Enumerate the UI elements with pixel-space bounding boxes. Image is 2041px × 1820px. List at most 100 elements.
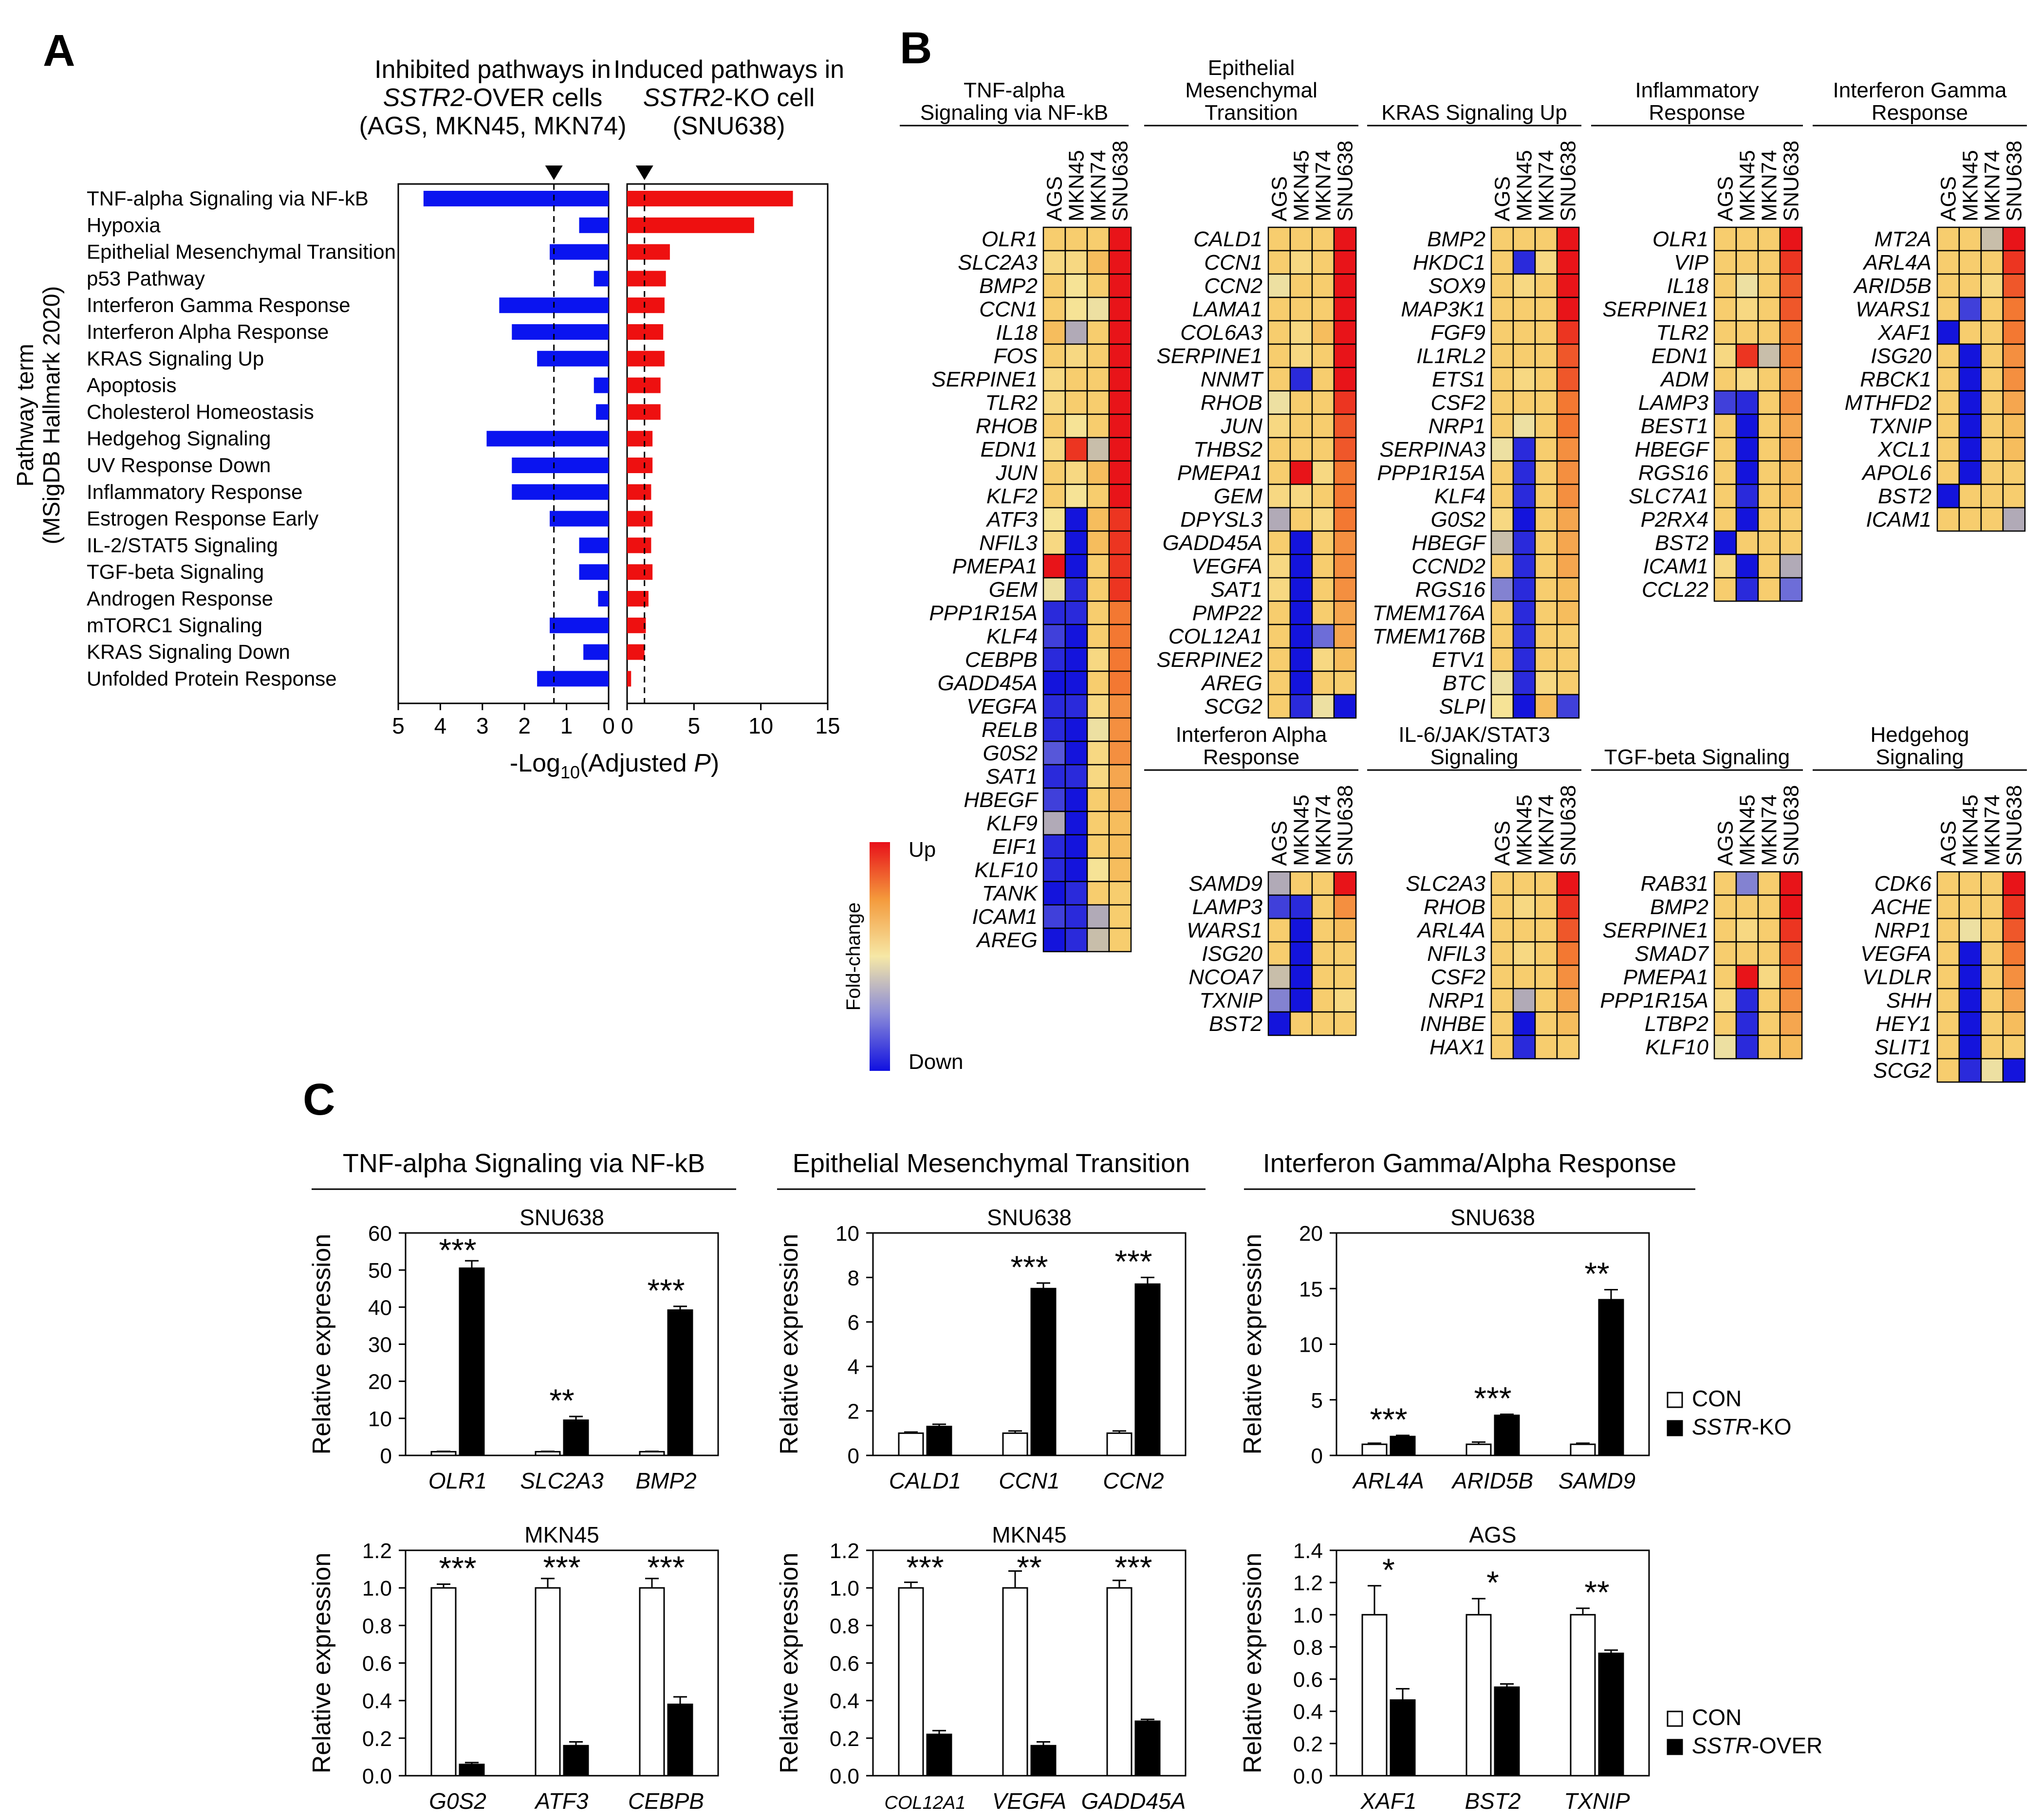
heatmap-gene-label: MTHFD2: [1845, 391, 1931, 415]
heatmap-cell: [1936, 367, 1960, 392]
heatmap-cell: [1556, 507, 1580, 532]
heatmap-cell: [1779, 343, 1803, 368]
heatmap-cell: [1289, 871, 1313, 896]
heatmap-cell: [1490, 437, 1514, 462]
heatmap-cell: [1086, 927, 1110, 953]
heatmap-cell: [1936, 918, 1960, 943]
heatmap-cell: [1289, 320, 1313, 345]
heatmap-cell: [1490, 530, 1514, 555]
y-tick-label: 5: [1311, 1389, 1323, 1413]
heatmap-cell: [1958, 1034, 1982, 1060]
y-tick-label: 2: [848, 1400, 859, 1424]
heatmap-cell: [1512, 460, 1536, 485]
heatmap-gene-label: RELB: [982, 718, 1038, 742]
heatmap-cell: [1713, 367, 1737, 392]
bar-induced: [627, 297, 665, 313]
heatmap-cell: [1333, 390, 1357, 415]
heatmap-cell: [1042, 857, 1066, 882]
heatmap-cell: [1042, 927, 1066, 953]
heatmap-gene-label: LAMP3: [1638, 391, 1709, 415]
heatmap-cell: [1980, 437, 2004, 462]
heatmap-cell: [1936, 871, 1960, 896]
heatmap-cell: [1108, 834, 1132, 859]
legend-label-treat: SSTR-OVER: [1692, 1733, 1822, 1758]
heatmap-cell: [1757, 530, 1781, 555]
heatmap-cell: [1086, 857, 1110, 882]
y-tick-label: 10: [368, 1407, 392, 1431]
header-left-line1: Inhibited pathways in: [374, 55, 611, 84]
heatmap-cell: [1713, 1011, 1737, 1036]
pathway-label: Hedgehog Signaling: [87, 427, 271, 450]
heatmap-cell: [1311, 530, 1335, 555]
heatmap-cell: [1779, 226, 1803, 252]
y-tick-label: 0.0: [830, 1765, 859, 1788]
heatmap-column-label: MKN74: [1758, 794, 1781, 866]
heatmap-cell: [1267, 530, 1291, 555]
x-tick-label: CALD1: [889, 1468, 961, 1493]
heatmap-cell: [1042, 460, 1066, 485]
heatmap-cell: [1735, 343, 1759, 368]
heatmap-cell: [1108, 250, 1132, 275]
bar-con: [430, 1451, 457, 1456]
heatmap-cell: [1267, 941, 1291, 966]
significance-label: ***: [1114, 1549, 1152, 1585]
bar-con: [898, 1587, 924, 1777]
heatmap-cell: [1556, 918, 1580, 943]
heatmap-cell: [1534, 367, 1558, 392]
heatmap-cell: [1042, 810, 1066, 836]
bar-treat: [926, 1733, 952, 1777]
heatmap-cell: [1936, 988, 1960, 1013]
bar-treat: [667, 1309, 693, 1456]
heatmap-cell: [1936, 343, 1960, 368]
heatmap-gene-label: BMP2: [979, 274, 1038, 298]
y-tick-label: 40: [368, 1296, 392, 1320]
heatmap-cell: [2002, 918, 2026, 943]
qpcr-plot: SNU638 Relative expression 0 5 10 15 20 *** ARL4…: [1239, 1205, 1650, 1493]
heatmap-cell: [1064, 647, 1088, 672]
heatmap-cell: [1267, 964, 1291, 990]
heatmap-cell: [1333, 273, 1357, 298]
bar-inhibited: [579, 564, 609, 580]
heatmap-cell: [1086, 320, 1110, 345]
heatmap-cell: [1779, 320, 1803, 345]
heatmap-cell: [1064, 810, 1088, 836]
heatmap-cell: [1980, 343, 2004, 368]
heatmap-title: Signaling via NF-kB: [920, 101, 1108, 125]
heatmap-cell: [1980, 941, 2004, 966]
heatmap-gene-label: EDN1: [981, 438, 1038, 461]
heatmap-gene-label: RGS16: [1638, 461, 1709, 485]
heatmap-gene-label: RBCK1: [1860, 368, 1931, 391]
heatmap-cell: [1936, 941, 1960, 966]
legend-swatch-con: [1667, 1392, 1683, 1408]
heatmap-cell: [1289, 413, 1313, 439]
y-tick-label: 0.2: [830, 1727, 859, 1751]
heatmap-cell: [1064, 530, 1088, 555]
bar-con: [1570, 1443, 1596, 1456]
heatmap-gene-label: RHOB: [976, 414, 1038, 438]
heatmap-cell: [1779, 894, 1803, 919]
heatmap-cell: [1556, 894, 1580, 919]
bar-treat: [1030, 1745, 1057, 1777]
heatmap-cell: [1086, 483, 1110, 509]
heatmap-cell: [1267, 871, 1291, 896]
heatmap-cell: [1064, 507, 1088, 532]
heatmap-column-label: MKN74: [1087, 150, 1111, 221]
heatmap-cell: [1958, 964, 1982, 990]
heatmap-gene-label: CCND2: [1411, 554, 1485, 578]
heatmap-cell: [1333, 1011, 1357, 1036]
heatmap-cell: [1289, 577, 1313, 602]
heatmap-cell: [1490, 250, 1514, 275]
heatmap-cell: [1757, 918, 1781, 943]
heatmap-cell: [1267, 390, 1291, 415]
x-tick-label: 3: [476, 713, 489, 738]
bar-inhibited: [598, 591, 609, 607]
heatmap-cell: [1936, 894, 1960, 919]
heatmap-cell: [1735, 273, 1759, 298]
heatmap-cell: [1064, 670, 1088, 696]
heatmap-column-label: SNU638: [1557, 785, 1580, 866]
y-tick-label: 0.8: [1293, 1636, 1323, 1659]
heatmap-cell: [1556, 437, 1580, 462]
pathway-label: mTORC1 Signaling: [87, 614, 262, 637]
heatmap-gene-label: SLC2A3: [958, 251, 1038, 275]
